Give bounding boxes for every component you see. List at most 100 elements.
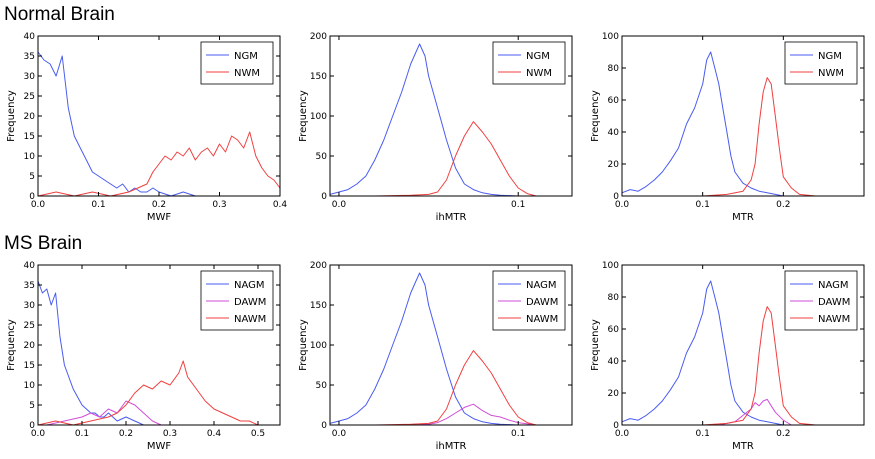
legend: NAGM DAWM NAWM	[492, 270, 566, 331]
series-line-nawm	[374, 350, 537, 426]
series-line-nwm	[37, 131, 281, 197]
x-tick-label: 0.2	[152, 200, 166, 210]
x-axis-label: MTR	[732, 212, 754, 223]
series-line-nagm	[621, 280, 784, 426]
legend: NGM NWM	[784, 41, 858, 85]
y-tick-label: 15	[24, 132, 35, 142]
y-axis-label: Frequency	[6, 319, 17, 371]
y-tick-label: 60	[608, 96, 620, 106]
x-tick-label: 0.3	[212, 200, 226, 210]
x-tick-label: 0.0	[332, 200, 347, 210]
y-tick-label: 20	[608, 389, 620, 399]
legend-label-nawm: NAWM	[234, 314, 266, 325]
series-line-dawm	[46, 400, 162, 426]
x-axis-label: MTR	[732, 441, 754, 452]
series-line-nagm	[37, 280, 153, 426]
y-tick-label: 150	[310, 301, 327, 311]
legend-label-dawm: DAWM	[234, 297, 266, 308]
legend-box	[200, 41, 274, 85]
x-tick-label: 0.4	[207, 429, 222, 439]
legend: NAGM DAWM NAWM	[200, 270, 274, 331]
x-tick-label: 0.1	[91, 200, 105, 210]
legend-box	[784, 41, 858, 85]
series-line-nwm	[374, 121, 537, 197]
legend: NAGM DAWM NAWM	[784, 270, 858, 331]
legend: NGM NWM	[200, 41, 274, 85]
legend-label-ngm: NGM	[526, 51, 550, 62]
x-tick-label: 0.1	[511, 429, 525, 439]
legend-label-ngm: NGM	[818, 51, 842, 62]
chart-ms-mtr: 0.0 0.1 0.2 0 20 40 60 80 100 MTR Frequency NAGM DAW…	[590, 261, 865, 452]
x-tick-label: 0.2	[776, 200, 790, 210]
x-tick-label: 0.0	[332, 429, 347, 439]
y-tick-label: 35	[24, 52, 35, 62]
y-tick-label: 200	[310, 32, 327, 42]
x-tick-label: 0.2	[776, 429, 790, 439]
y-tick-label: 5	[29, 172, 35, 182]
y-tick-label: 150	[310, 72, 327, 82]
y-axis-label: Frequency	[590, 319, 601, 371]
series-line-nawm	[702, 306, 816, 426]
y-tick-label: 40	[608, 128, 620, 138]
x-axis-label: MWF	[147, 441, 172, 452]
legend-label-dawm: DAWM	[526, 297, 558, 308]
y-tick-label: 5	[29, 401, 35, 411]
x-axis-label: MWF	[147, 212, 172, 223]
legend-label-nagm: NAGM	[234, 280, 265, 291]
series-line-ngm	[37, 51, 208, 197]
y-tick-label: 30	[24, 301, 36, 311]
x-tick-label: 0.5	[251, 429, 265, 439]
x-tick-label: 0.1	[511, 200, 525, 210]
chart-normal-mwf: 0.0 0.1 0.2 0.3 0.4 0 5 10 15 20 25 30 35 40 MWF Freque…	[6, 32, 287, 223]
y-tick-label: 50	[316, 152, 328, 162]
x-tick-label: 0.0	[615, 429, 630, 439]
legend-label-nwm: NWM	[234, 68, 260, 79]
legend-label-nawm: NAWM	[818, 314, 850, 325]
chart-normal-ihmtr: 0.0 0.1 0 50 100 150 200 ihMTR Frequency NGM NWM	[298, 32, 573, 223]
y-tick-label: 80	[608, 64, 620, 74]
y-tick-label: 30	[24, 72, 36, 82]
normal-brain-title: Normal Brain	[4, 4, 115, 25]
y-tick-label: 10	[24, 381, 36, 391]
legend-label-nagm: NAGM	[818, 280, 849, 291]
x-axis-label: ihMTR	[436, 212, 467, 223]
legend-label-nagm: NAGM	[526, 280, 557, 291]
series-line-nawm	[37, 360, 267, 426]
y-tick-label: 0	[29, 421, 35, 431]
y-tick-label: 20	[24, 341, 36, 351]
legend-box	[492, 41, 566, 85]
series-line-ngm	[329, 43, 519, 197]
series-line-dawm	[410, 403, 537, 426]
y-tick-label: 40	[24, 261, 36, 271]
y-tick-label: 0	[29, 192, 35, 202]
legend: NGM NWM	[492, 41, 566, 85]
x-tick-label: 0.0	[31, 200, 46, 210]
y-tick-label: 60	[608, 325, 620, 335]
chart-normal-mtr: 0.0 0.1 0.2 0 20 40 60 80 100 MTR Frequency NGM NWM	[590, 32, 865, 223]
y-tick-label: 100	[310, 112, 327, 122]
y-axis-label: Frequency	[298, 90, 309, 142]
y-tick-label: 100	[602, 32, 619, 42]
y-axis-label: Frequency	[590, 90, 601, 142]
y-tick-label: 80	[608, 293, 620, 303]
series-line-dawm	[718, 398, 792, 426]
x-tick-label: 0.1	[75, 429, 89, 439]
y-tick-label: 25	[24, 321, 35, 331]
series-line-ngm	[621, 51, 784, 197]
y-tick-label: 25	[24, 92, 35, 102]
y-axis-label: Frequency	[6, 90, 17, 142]
y-tick-label: 200	[310, 261, 327, 271]
y-tick-label: 0	[613, 192, 619, 202]
y-tick-label: 10	[24, 152, 36, 162]
x-tick-label: 0.3	[163, 429, 177, 439]
y-tick-label: 40	[24, 32, 36, 42]
legend-label-nwm: NWM	[818, 68, 844, 79]
ms-brain-title: MS Brain	[4, 233, 83, 254]
y-tick-label: 0	[321, 192, 327, 202]
legend-label-ngm: NGM	[234, 51, 258, 62]
legend-label-nawm: NAWM	[526, 314, 558, 325]
legend-label-dawm: DAWM	[818, 297, 850, 308]
series-line-nwm	[702, 77, 816, 197]
y-tick-label: 20	[608, 160, 620, 170]
y-tick-label: 20	[24, 112, 36, 122]
